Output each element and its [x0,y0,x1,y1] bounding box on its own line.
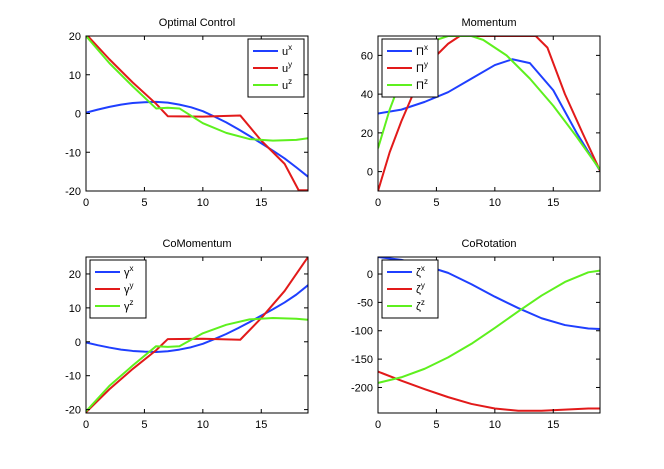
y-tick-label: 20 [361,128,373,140]
series-line-z [86,317,308,412]
series-line-z [86,36,308,142]
y-tick-label: 10 [69,303,81,315]
x-tick-label: 10 [197,197,209,209]
legend-superscript: x [421,264,425,273]
legend-label-y: γy [124,281,134,296]
x-tick-label: 10 [489,419,501,431]
legend-label-z: γz [124,298,134,313]
legend-superscript: x [288,43,292,52]
x-tick-label: 15 [547,419,559,431]
x-tick-label: 5 [141,419,147,431]
legend-symbol: u [282,80,288,92]
legend-symbol: ζ [416,301,421,313]
chart-title: Momentum [461,17,516,29]
y-tick-label: 0 [75,337,81,349]
chart-title: Optimal Control [159,17,235,29]
legend-superscript: y [288,60,292,69]
series-line-y [86,257,308,413]
chart-title: CoMomentum [162,238,231,250]
x-tick-label: 5 [141,197,147,209]
legend-label-y: ζy [416,281,425,296]
legend-superscript: z [424,77,428,86]
y-tick-label: -20 [65,405,81,417]
legend-symbol: ζ [416,284,421,296]
legend-superscript: y [424,60,428,69]
legend-superscript: y [130,281,134,290]
legend-superscript: z [130,298,134,307]
series-line-y [378,36,600,191]
x-tick-label: 5 [433,419,439,431]
legend-label-y: uy [282,60,292,75]
legend-label-x: ζx [416,264,425,279]
legend-symbol: Π [416,46,424,58]
x-tick-label: 0 [375,197,381,209]
axes-box [377,256,601,414]
legend-symbol: γ [124,267,130,279]
legend-symbol: Π [416,63,424,75]
series-line-y [378,370,600,412]
legend-symbol: γ [124,301,130,313]
y-tick-label: 40 [361,89,373,101]
y-tick-label: -100 [351,326,373,338]
legend-superscript: z [288,77,292,86]
legend-label-z: Πz [416,77,428,92]
series-line-x [86,284,308,353]
x-tick-label: 0 [83,197,89,209]
y-tick-label: 10 [69,70,81,82]
legend-superscript: x [130,264,134,273]
legend-label-z: ζz [416,298,425,313]
legend-superscript: y [421,281,425,290]
legend-symbol: ζ [416,267,421,279]
y-tick-label: -10 [65,371,81,383]
y-tick-label: -20 [65,186,81,198]
legend-symbol: γ [124,284,130,296]
x-tick-label: 15 [547,197,559,209]
y-tick-label: -50 [357,297,373,309]
axes-box [85,256,309,414]
y-tick-label: 0 [367,269,373,281]
series-line-z [378,269,600,384]
y-tick-label: 60 [361,50,373,62]
legend-label-y: Πy [416,60,428,75]
legend-label-z: uz [282,77,292,92]
x-tick-label: 10 [489,197,501,209]
x-tick-label: 5 [433,197,439,209]
legend-label-x: ux [282,43,292,58]
legend-superscript: z [421,298,425,307]
legend-label-x: Πx [416,43,428,58]
y-tick-label: 20 [69,31,81,43]
series-line-x [378,58,600,172]
x-tick-label: 0 [375,419,381,431]
axes-box [377,35,601,192]
y-tick-label: 20 [69,269,81,281]
legend-superscript: x [424,43,428,52]
y-tick-label: -10 [65,147,81,159]
y-tick-label: 0 [75,109,81,121]
x-tick-label: 10 [197,419,209,431]
series-line-y [86,36,308,191]
x-tick-label: 15 [255,197,267,209]
y-tick-label: -150 [351,354,373,366]
legend-symbol: u [282,46,288,58]
legend-symbol: u [282,63,288,75]
y-tick-label: 0 [367,167,373,179]
legend-symbol: Π [416,80,424,92]
y-tick-label: -200 [351,382,373,394]
legend-label-x: γx [124,264,134,279]
x-tick-label: 15 [255,419,267,431]
x-tick-label: 0 [83,419,89,431]
chart-title: CoRotation [461,238,516,250]
